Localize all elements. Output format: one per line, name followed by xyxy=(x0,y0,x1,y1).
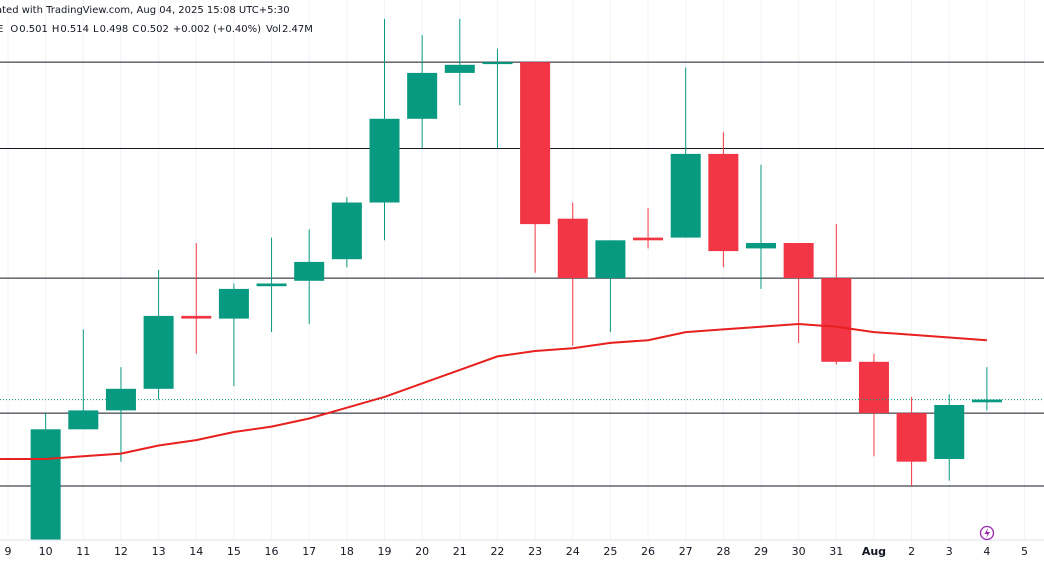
x-tick-label: 4 xyxy=(983,545,990,558)
candle-body xyxy=(407,72,438,119)
candle-body xyxy=(520,62,551,225)
x-tick-label: 16 xyxy=(265,545,279,558)
candle-body xyxy=(30,429,61,540)
ohlc-label: H xyxy=(52,24,60,35)
candle-body xyxy=(331,202,362,260)
x-tick-label: 2 xyxy=(908,545,915,558)
ohlc-label: O xyxy=(10,24,18,35)
change: +0.002 (+0.40%) xyxy=(173,24,261,35)
x-tick-label: 5 xyxy=(1021,545,1028,558)
x-tick-label: 30 xyxy=(792,545,806,558)
x-tick-label: Aug xyxy=(862,545,886,558)
plot-area xyxy=(0,18,1044,540)
candle-body xyxy=(595,240,626,279)
vol-label: Vol xyxy=(266,24,281,35)
candle-body xyxy=(670,153,701,238)
x-tick-label: 20 xyxy=(415,545,429,558)
x-tick-label: 15 xyxy=(227,545,241,558)
x-tick-label: 25 xyxy=(603,545,617,558)
header-text: ated with TradingView.com, Aug 04, 2025 … xyxy=(0,5,290,16)
candle-body xyxy=(294,261,325,281)
ohlc-label: C xyxy=(132,24,139,35)
candle-body xyxy=(143,315,174,389)
ohlc-label: L xyxy=(93,24,99,35)
candle-body xyxy=(444,64,475,73)
ohlc-value: 0.502 xyxy=(140,24,169,35)
candle-body xyxy=(482,62,513,65)
candle-body xyxy=(934,405,965,459)
x-tick-label: 13 xyxy=(152,545,166,558)
candle-body xyxy=(181,315,212,319)
candle-body xyxy=(971,399,1002,403)
candle-body xyxy=(256,283,287,287)
x-tick-label: 14 xyxy=(189,545,203,558)
x-tick-label: 3 xyxy=(946,545,953,558)
x-tick-label: 17 xyxy=(302,545,316,558)
x-tick-label: 12 xyxy=(114,545,128,558)
x-tick-label: 11 xyxy=(76,545,90,558)
candle-body xyxy=(218,288,249,319)
x-tick-label: 10 xyxy=(39,545,53,558)
alert-bolt xyxy=(984,528,990,538)
candle-body xyxy=(783,243,814,279)
ohlc-value: 0.514 xyxy=(60,24,89,35)
legend-row: E O 0.501 H 0.514 L 0.498 C 0.502 +0.002 (+0.40%)… xyxy=(0,24,313,35)
x-tick-label: 28 xyxy=(716,545,730,558)
ohlc-value: 0.501 xyxy=(19,24,48,35)
candle-body xyxy=(708,153,739,252)
candle-body xyxy=(858,361,889,414)
x-tick-label: 31 xyxy=(829,545,843,558)
x-tick-label: 23 xyxy=(528,545,542,558)
candle-body xyxy=(633,237,664,241)
x-tick-label: 18 xyxy=(340,545,354,558)
ohlc-value: 0.498 xyxy=(100,24,129,35)
x-tick-label: 22 xyxy=(490,545,504,558)
vol-value: 2.47M xyxy=(282,24,313,35)
x-tick-label: 21 xyxy=(453,545,467,558)
x-tick-label: 27 xyxy=(679,545,693,558)
x-tick-label: 19 xyxy=(378,545,392,558)
x-tick-label: 24 xyxy=(566,545,580,558)
x-tick-label: 29 xyxy=(754,545,768,558)
candle-body xyxy=(821,278,852,362)
candle-body xyxy=(746,243,776,249)
x-tick-label: 9 xyxy=(5,545,12,558)
symbol: E xyxy=(0,24,3,35)
alert-icon xyxy=(979,525,995,541)
candle-body xyxy=(557,218,588,279)
moving-average xyxy=(0,322,987,460)
candle-body xyxy=(369,118,400,203)
candle-body xyxy=(68,410,99,430)
candle-body xyxy=(896,413,927,462)
x-tick-label: 26 xyxy=(641,545,655,558)
